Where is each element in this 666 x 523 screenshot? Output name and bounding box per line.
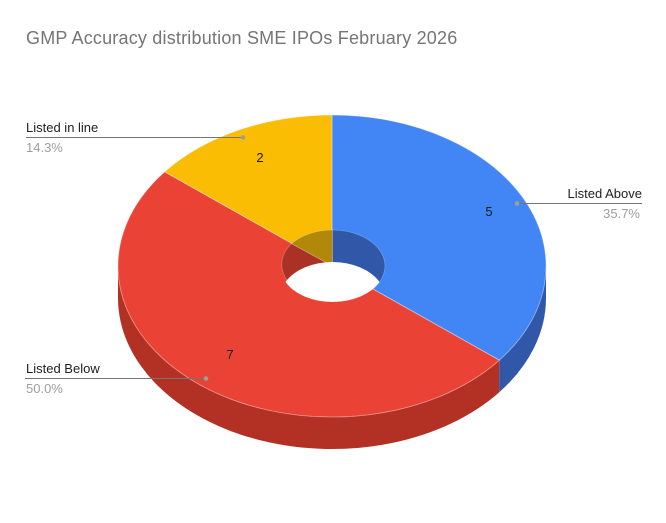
slice-value-listed-above: 5	[485, 204, 493, 219]
callout-listed-in-line: Listed in line	[26, 120, 98, 135]
callout-listed-below-pct: 50.0%	[26, 381, 63, 396]
callout-label: Listed Below	[26, 361, 100, 376]
leader-dot-listed-above	[514, 201, 520, 206]
callout-percent: 35.7%	[603, 206, 640, 221]
slice-value-listed-in-line: 2	[256, 150, 264, 165]
callout-percent: 50.0%	[26, 381, 63, 396]
pie-slice-listed-in-line[interactable]	[164, 114, 333, 267]
pie-slice-listed-above[interactable]	[331, 114, 547, 361]
leader-dot-listed-below	[203, 376, 209, 381]
donut-hole	[285, 262, 380, 302]
callout-percent: 14.3%	[26, 140, 63, 155]
callout-listed-below: Listed Below	[26, 361, 100, 376]
callout-label: Listed in line	[26, 120, 99, 135]
callout-listed-above-pct: 35.7%	[603, 206, 640, 221]
leader-dot-listed-in-line	[240, 135, 246, 140]
hole-wall-blue	[332, 229, 386, 289]
pie-side-listed-below	[117, 266, 500, 450]
hole-wall-yellow	[290, 229, 333, 267]
slice-value-listed-below: 7	[226, 347, 234, 362]
callout-listed-in-line-pct: 14.3%	[26, 140, 63, 155]
callout-listed-above: Listed Above	[568, 186, 642, 201]
chart-title: GMP Accuracy distribution SME IPOs Febru…	[26, 28, 458, 48]
pie-side-listed-above	[499, 266, 546, 393]
callout-label: Listed Above	[567, 186, 642, 201]
